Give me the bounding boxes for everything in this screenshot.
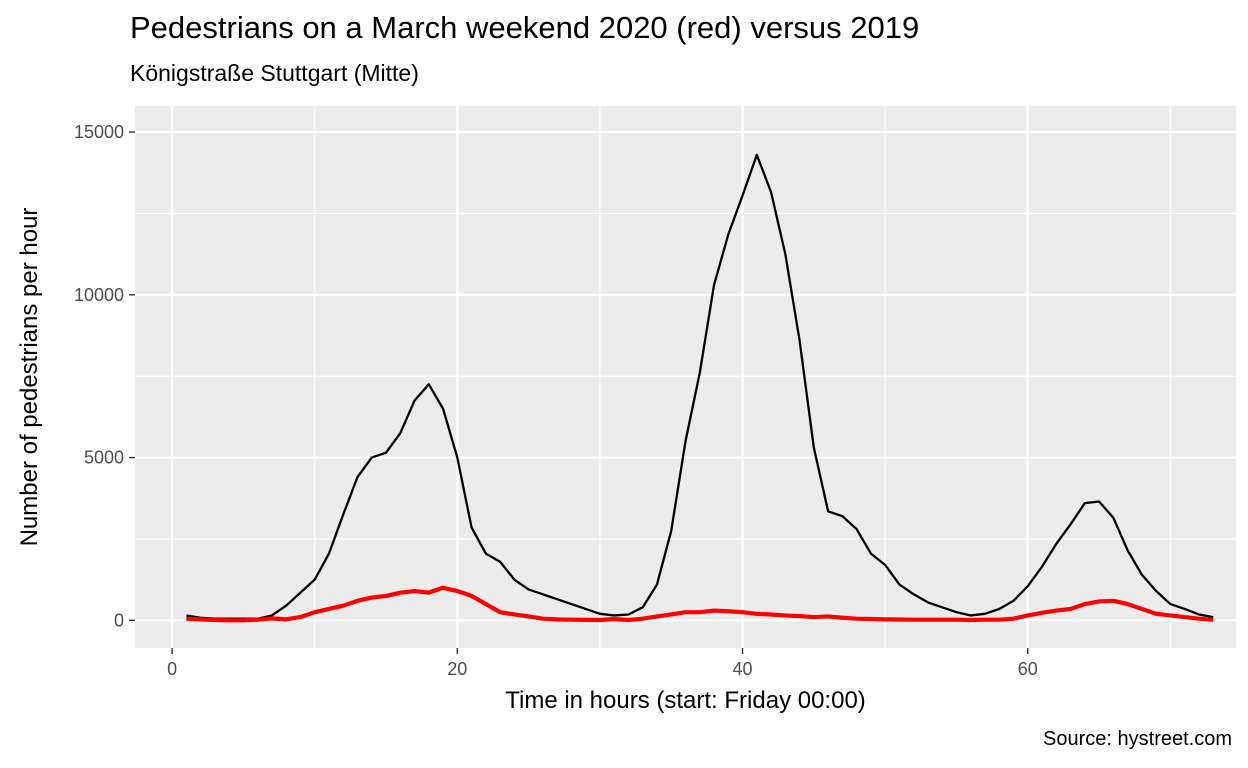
x-tick-label: 20 — [447, 659, 467, 679]
source-caption: Source: hystreet.com — [1043, 728, 1232, 750]
plot-panel — [135, 106, 1236, 648]
series-line-2019 — [186, 153, 1214, 620]
grid-lines — [135, 106, 1236, 648]
chart-subtitle: Königstraße Stuttgart (Mitte) — [130, 60, 419, 86]
x-axis-title: Time in hours (start: Friday 00:00) — [505, 687, 866, 714]
chart-title: Pedestrians on a March weekend 2020 (red… — [130, 10, 920, 45]
series-layer — [186, 153, 1214, 623]
y-tick-label: 10000 — [74, 285, 124, 305]
y-tick-label: 15000 — [74, 122, 124, 142]
series-line-2020 — [186, 585, 1214, 623]
y-tick-label: 5000 — [84, 448, 124, 468]
y-axis-title: Number of pedestrians per hour — [16, 208, 43, 547]
axes: 0 20 40 60 0 5000 10000 15000 — [74, 122, 1038, 679]
x-tick-label: 60 — [1018, 659, 1038, 679]
x-tick-label: 0 — [167, 659, 177, 679]
x-tick-label: 40 — [733, 659, 753, 679]
y-tick-label: 0 — [114, 610, 124, 630]
